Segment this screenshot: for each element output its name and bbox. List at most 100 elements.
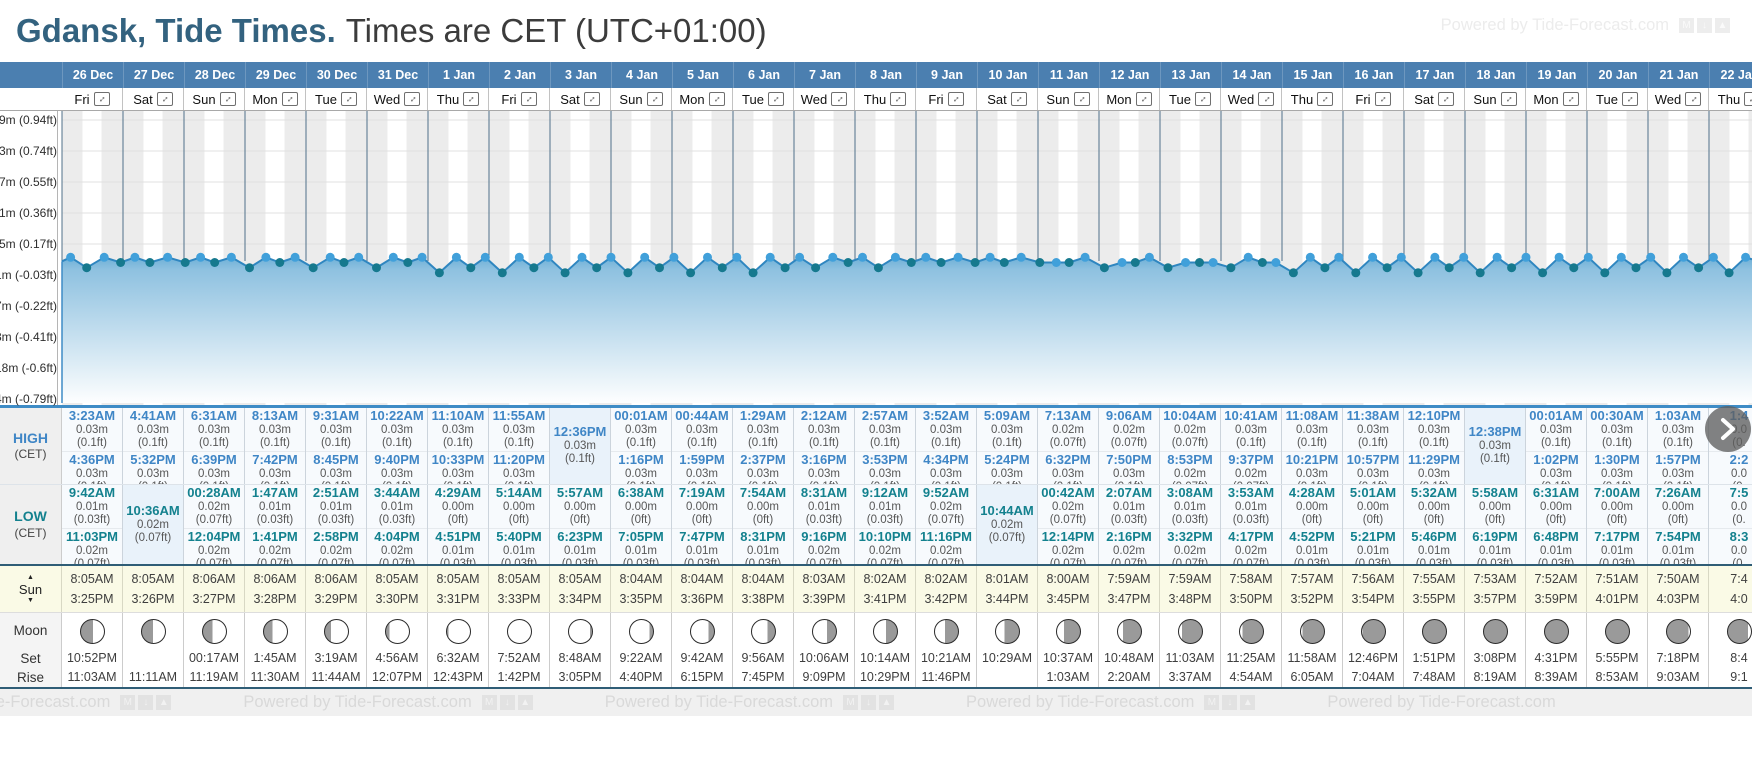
expand-day-button-8-jan[interactable]: ↔	[890, 92, 907, 106]
expand-day-button-20-jan[interactable]: ↔	[1621, 92, 1638, 106]
weekday-label: Sun	[192, 91, 216, 107]
tide-height-ft: (0.1ft)	[1235, 436, 1267, 449]
watermark-peak-icon: ▲	[156, 695, 172, 710]
expand-day-button-11-jan[interactable]: ↔	[1073, 92, 1090, 106]
expand-day-button-29-dec[interactable]: ↔	[281, 91, 298, 107]
expand-day-button-28-dec[interactable]: ↔	[219, 92, 236, 106]
astro-cell-16-jan: 12:46PM 7:04AM	[1343, 613, 1404, 687]
moonset-time: 8:4	[1730, 651, 1748, 665]
watermark-peak-icon: ▲	[879, 695, 895, 710]
low-tide-cell-19-jan: 6:31AM 0.00m (0ft) 6:48PM 0.01m (0.03ft)	[1526, 485, 1587, 564]
sun-times-17-jan: 7:55AM 3:55PM	[1404, 566, 1465, 612]
expand-day-button-15-jan[interactable]: ↔	[1317, 92, 1334, 106]
tide-time: 5:32AM	[1410, 485, 1458, 500]
expand-day-button-10-jan[interactable]: ↔	[1010, 92, 1027, 106]
weekday-label: Sun	[1046, 91, 1070, 107]
low-tide-entry: 8:3 0.0 (0.	[1709, 528, 1752, 564]
expand-day-button-9-jan[interactable]: ↔	[947, 92, 964, 106]
watermark-peak-icon: ▲	[1240, 695, 1256, 710]
sunrise-time: 8:04AM	[680, 572, 724, 586]
tide-height-m: 0.01m	[1418, 544, 1450, 557]
tide-height-m: 0.00m	[1479, 500, 1511, 513]
tide-height-ft: (0.07ft)	[866, 557, 904, 564]
tide-time: 10:44AM	[980, 502, 1034, 518]
moon-icon	[1360, 618, 1386, 644]
next-days-button[interactable]	[1705, 406, 1751, 452]
tide-height-m: 0.03m	[381, 467, 413, 480]
tide-height-m: 0.00m	[564, 500, 596, 513]
low-tide-entry: 2:51AM 0.01m (0.03ft)	[306, 485, 366, 528]
tide-height-ft: (0.1ft)	[1541, 481, 1571, 484]
expand-icon: ↔	[94, 91, 109, 107]
expand-day-button-31-dec[interactable]: ↔	[404, 92, 421, 106]
expand-icon: ↔	[1136, 91, 1151, 107]
tide-height-ft: (0.	[1732, 557, 1746, 564]
tide-time: 2:37PM	[740, 452, 786, 468]
y-axis-label: 0.05m (0.17ft)	[0, 237, 57, 251]
expand-day-button-16-jan[interactable]: ↔	[1374, 91, 1391, 107]
sun-times-9-jan: 8:02AM 3:42PM	[916, 566, 977, 612]
watermark-peak-icon: ▲	[1715, 18, 1730, 33]
sun-times-5-jan: 8:04AM 3:36PM	[672, 566, 733, 612]
low-tide-entry: 5:21PM 0.01m (0.03ft)	[1343, 528, 1403, 564]
expand-day-button-13-jan[interactable]: ↔	[1194, 92, 1211, 106]
expand-day-button-22-jan[interactable]: ↔	[1744, 92, 1752, 106]
moonset-time: 9:22AM	[619, 651, 663, 665]
tide-height-m: 0.02m	[381, 544, 413, 557]
expand-day-button-21-jan[interactable]: ↔	[1685, 92, 1702, 106]
expand-day-button-6-jan[interactable]: ↔	[767, 91, 784, 107]
expand-icon: ↔	[768, 91, 784, 107]
expand-day-button-4-jan[interactable]: ↔	[646, 92, 663, 106]
sun-times-19-jan: 7:52AM 3:59PM	[1526, 566, 1587, 612]
expand-day-button-14-jan[interactable]: ↔	[1258, 92, 1275, 106]
high-tide-entry: 3:23AM 0.03m (0.1ft)	[62, 408, 122, 451]
sunset-time: 3:45PM	[1046, 592, 1090, 606]
tide-time: 7:26AM	[1654, 485, 1702, 500]
tide-height-m: 0.02m	[1113, 544, 1145, 557]
expand-day-button-30-dec[interactable]: ↔	[340, 92, 357, 106]
low-tide-cell-15-jan: 4:28AM 0.00m (0ft) 4:52PM 0.01m (0.03ft)	[1282, 485, 1343, 564]
expand-icon: ↔	[282, 91, 297, 107]
low-tide-entry: 3:32PM 0.02m (0.07ft)	[1160, 528, 1220, 564]
tide-time: 8:3	[1729, 529, 1749, 545]
tide-time: 11:10AM	[431, 408, 485, 423]
sunset-time: 3:44PM	[985, 592, 1029, 606]
tide-height-m: 0.02m	[1174, 467, 1206, 480]
sunrise-time: 7:50AM	[1656, 572, 1700, 586]
expand-day-button-3-jan[interactable]: ↔	[583, 92, 600, 106]
watermark-logo-icon: M	[843, 695, 859, 710]
expand-day-button-1-jan[interactable]: ↔	[463, 92, 480, 106]
tide-height-ft: (0.1ft)	[1663, 481, 1693, 484]
tide-height-m: 0.02m	[1235, 544, 1267, 557]
expand-day-button-17-jan[interactable]: ↔	[1437, 92, 1454, 106]
expand-day-button-7-jan[interactable]: ↔	[831, 92, 848, 106]
expand-day-button-27-dec[interactable]: ↔	[156, 92, 173, 106]
watermark-item: Powered by Tide-Forecast.com M↓▲	[0, 693, 172, 712]
sunrise-time: 7:52AM	[1534, 572, 1578, 586]
sunset-time: 3:38PM	[741, 592, 785, 606]
tide-height-ft: (0.03ft)	[439, 557, 477, 564]
expand-day-button-26-dec[interactable]: ↔	[93, 91, 110, 107]
weekday-label: Fri	[74, 91, 90, 107]
expand-day-button-19-jan[interactable]: ↔	[1562, 92, 1579, 106]
sunset-time: 3:36PM	[680, 592, 724, 606]
sunset-time: 3:26PM	[131, 592, 175, 606]
expand-icon: ↔	[1375, 91, 1390, 107]
moonrise-time: 7:45PM	[741, 670, 785, 684]
weekday-cell-28-dec: Sun ↔	[184, 88, 245, 110]
high-tide-entry: 1:29AM 0.03m (0.1ft)	[733, 408, 793, 451]
sunset-time: 4:03PM	[1656, 592, 1700, 606]
expand-day-button-12-jan[interactable]: ↔	[1135, 91, 1152, 107]
expand-day-button-18-jan[interactable]: ↔	[1500, 92, 1517, 106]
sun-times-2-jan: 8:05AM 3:33PM	[489, 566, 550, 612]
tide-height-m: 0.03m	[1296, 423, 1328, 436]
moon-phase-30-dec	[306, 613, 366, 649]
tide-time: 6:39PM	[191, 452, 237, 468]
expand-day-button-2-jan[interactable]: ↔	[520, 92, 537, 106]
high-label: HIGH	[13, 429, 48, 446]
expand-day-button-5-jan[interactable]: ↔	[708, 92, 725, 106]
high-tide-entry: 11:38AM 0.03m (0.1ft)	[1343, 408, 1403, 451]
astro-cell-29-dec: 1:45AM 11:30AM	[245, 613, 306, 687]
